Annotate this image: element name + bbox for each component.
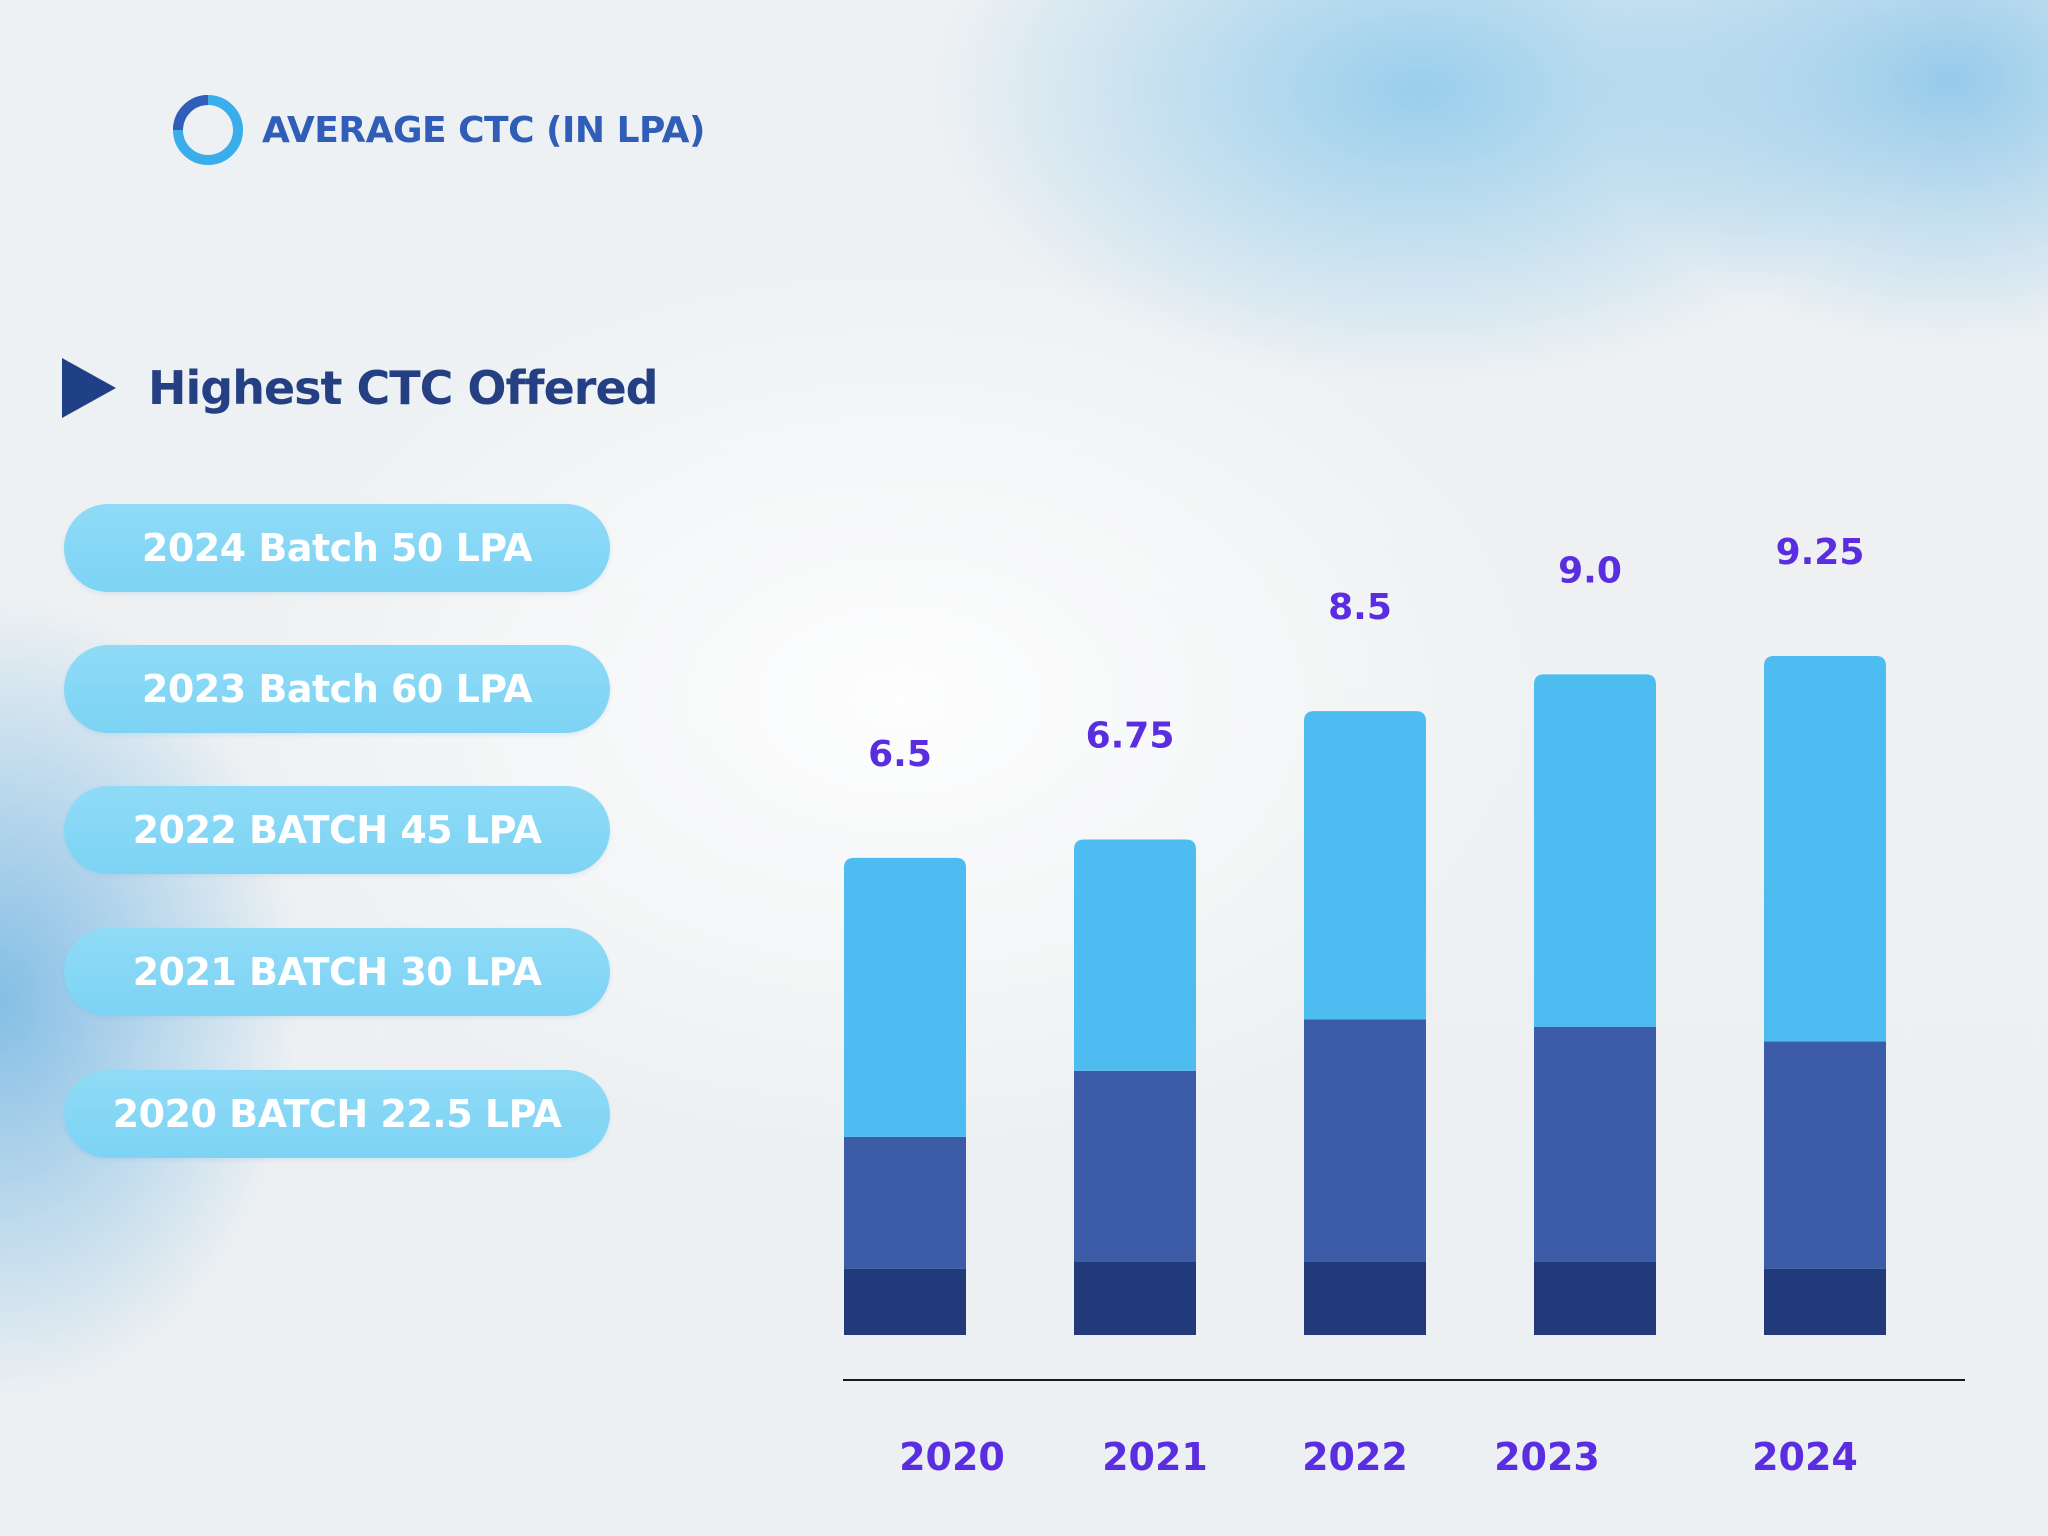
x-tick-label-2021: 2021 (1102, 1435, 1208, 1479)
chart-title: AVERAGE CTC (IN LPA) (262, 109, 705, 151)
highest-ctc-title: Highest CTC Offered (148, 361, 659, 415)
bar-2024 (1764, 656, 1886, 1335)
bar-segment-2021-2 (1074, 839, 1196, 1071)
bar-segment-2023-2 (1534, 674, 1656, 1027)
bar-segment-2021-0 (1074, 1261, 1196, 1335)
highest-ctc-pill-2022: 2022 BATCH 45 LPA (64, 786, 610, 874)
bar-2023 (1534, 674, 1656, 1335)
highest-ctc-heading: Highest CTC Offered (62, 358, 659, 418)
bar-segment-2022-2 (1304, 711, 1426, 1020)
x-tick-label-2024: 2024 (1752, 1435, 1858, 1479)
bar-segment-2024-1 (1764, 1041, 1886, 1269)
data-label-2020: 6.5 (868, 734, 932, 775)
bar-segment-2022-1 (1304, 1019, 1426, 1262)
bar-segment-2022-0 (1304, 1261, 1426, 1335)
play-triangle-icon (62, 358, 116, 418)
x-tick-label-2020: 2020 (899, 1435, 1005, 1479)
highest-ctc-pill-2020: 2020 BATCH 22.5 LPA (64, 1070, 610, 1158)
bar-segment-2023-0 (1534, 1261, 1656, 1335)
bar-2021 (1074, 839, 1196, 1335)
bar-segment-2024-2 (1764, 656, 1886, 1042)
data-label-2022: 8.5 (1328, 587, 1392, 628)
data-label-2023: 9.0 (1558, 550, 1622, 591)
x-tick-label-2023: 2023 (1494, 1435, 1600, 1479)
bar-segment-2020-0 (844, 1268, 966, 1335)
highest-ctc-pill-2023: 2023 Batch 60 LPA (64, 645, 610, 733)
bar-segment-2020-1 (844, 1136, 966, 1269)
bar-2020 (844, 857, 966, 1335)
chart-header: AVERAGE CTC (IN LPA) (170, 92, 705, 168)
ring-icon (170, 92, 246, 168)
bar-segment-2021-1 (1074, 1070, 1196, 1262)
highest-ctc-pill-2024: 2024 Batch 50 LPA (64, 504, 610, 592)
x-tick-label-2022: 2022 (1302, 1435, 1408, 1479)
highest-ctc-pill-2021: 2021 BATCH 30 LPA (64, 928, 610, 1016)
data-label-2024: 9.25 (1776, 532, 1865, 573)
bar-2022 (1304, 711, 1426, 1335)
data-label-2021: 6.75 (1086, 716, 1175, 757)
bar-segment-2020-2 (844, 857, 966, 1137)
bar-segment-2023-1 (1534, 1026, 1656, 1262)
bar-segment-2024-0 (1764, 1268, 1886, 1335)
